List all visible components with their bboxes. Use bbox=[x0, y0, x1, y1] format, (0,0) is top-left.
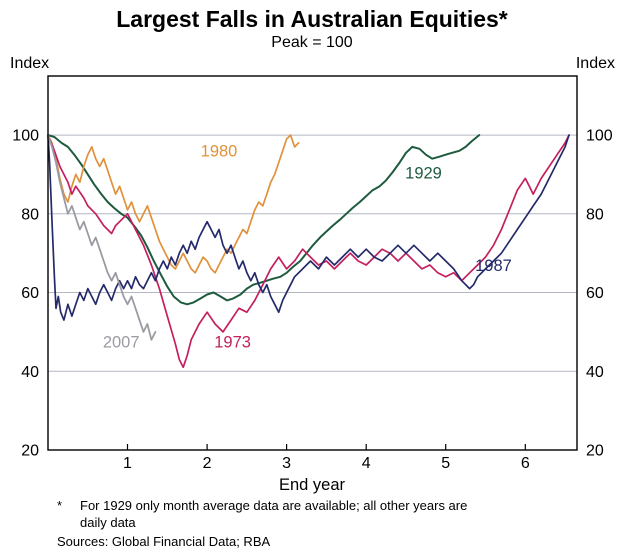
footnote-marker: * bbox=[57, 498, 62, 513]
y-tick-label-right: 100 bbox=[586, 128, 613, 145]
x-tick-label: 1 bbox=[123, 455, 132, 472]
sources-text: Sources: Global Financial Data; RBA bbox=[57, 534, 270, 549]
y-tick-label-right: 40 bbox=[586, 364, 604, 381]
series-line-2007 bbox=[47, 134, 157, 341]
y-tick-label-right: 60 bbox=[586, 285, 604, 302]
footnote-line2: daily data bbox=[80, 515, 136, 530]
y-axis-unit-left: Index bbox=[10, 55, 49, 72]
chart-subtitle: Peak = 100 bbox=[271, 34, 353, 51]
y-tick-label-right: 80 bbox=[586, 206, 604, 223]
series-label-1987: 1987 bbox=[475, 257, 512, 275]
y-tick-label-left: 100 bbox=[12, 128, 39, 145]
plot-area: 1929 1980 1973 1987 2007 1 2 3 4 5 6 20 20 40 40 60 60 80… bbox=[12, 75, 613, 472]
y-tick-label-left: 40 bbox=[21, 364, 39, 381]
series-line-1987 bbox=[47, 134, 570, 321]
footnote-line1: For 1929 only month average data are ava… bbox=[80, 498, 467, 513]
chart-title: Largest Falls in Australian Equities* bbox=[116, 6, 508, 32]
x-tick-label: 6 bbox=[521, 455, 530, 472]
x-tick-label: 4 bbox=[362, 455, 371, 472]
y-axis-unit-right: Index bbox=[576, 55, 615, 72]
y-tick-label-left: 80 bbox=[21, 206, 39, 223]
x-tick-label: 5 bbox=[441, 455, 450, 472]
series-label-1973: 1973 bbox=[214, 334, 251, 352]
y-tick-label-left: 60 bbox=[21, 285, 39, 302]
series-line-1980 bbox=[47, 134, 300, 274]
series-label-2007: 2007 bbox=[103, 334, 140, 352]
x-tick-label: 3 bbox=[282, 455, 291, 472]
y-tick-label-left: 20 bbox=[21, 443, 39, 460]
series-label-1980: 1980 bbox=[201, 143, 238, 161]
x-axis-title: End year bbox=[279, 476, 346, 494]
plot-frame bbox=[47, 75, 578, 451]
x-tick-label: 2 bbox=[203, 455, 212, 472]
y-tick-label-right: 20 bbox=[586, 443, 604, 460]
series-line-1973 bbox=[47, 134, 570, 369]
series-label-1929: 1929 bbox=[405, 164, 442, 182]
